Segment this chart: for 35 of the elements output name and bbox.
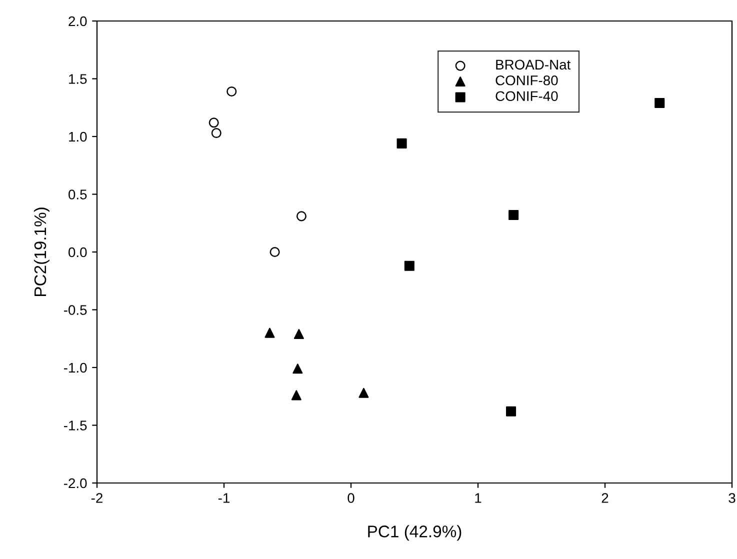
point bbox=[404, 260, 414, 271]
point bbox=[294, 328, 304, 340]
point bbox=[508, 210, 519, 220]
point bbox=[396, 138, 407, 148]
legend-label: CONIF-80 bbox=[496, 75, 558, 86]
point bbox=[292, 364, 303, 374]
point bbox=[296, 211, 306, 222]
point bbox=[506, 406, 516, 416]
y-tick-label: -1.5 bbox=[64, 420, 87, 430]
y-tick-label: 1.5 bbox=[69, 74, 87, 84]
legend-label: BROAD-Nat bbox=[496, 60, 571, 70]
point bbox=[211, 128, 222, 138]
y-tick-label: 2.0 bbox=[68, 16, 87, 26]
point bbox=[270, 246, 280, 258]
y-tick-label: -2.0 bbox=[64, 478, 87, 488]
y-tick-label: 0.5 bbox=[68, 190, 87, 200]
y-axis-title: PC2(19.1%) bbox=[34, 208, 50, 296]
x-tick-label: 1 bbox=[475, 493, 482, 503]
point bbox=[264, 328, 275, 338]
point bbox=[226, 86, 237, 96]
x-tick-label: 0 bbox=[348, 493, 354, 503]
legend-label: CONIF-40 bbox=[496, 91, 558, 102]
x-tick-label: 3 bbox=[728, 493, 736, 503]
y-tick-label: -0.5 bbox=[64, 305, 87, 315]
y-tick-label: 0.0 bbox=[68, 247, 87, 258]
y-tick-label: 1.0 bbox=[69, 132, 87, 142]
point bbox=[358, 388, 369, 398]
point bbox=[208, 118, 219, 128]
x-axis-title: PC1 (42.9%) bbox=[368, 525, 462, 541]
x-tick-label: -1 bbox=[218, 493, 230, 503]
point bbox=[291, 390, 302, 400]
x-tick-label: -2 bbox=[91, 493, 102, 503]
x-tick-label: 2 bbox=[602, 493, 608, 503]
point bbox=[654, 98, 665, 108]
y-tick-label: -1.0 bbox=[64, 362, 87, 373]
